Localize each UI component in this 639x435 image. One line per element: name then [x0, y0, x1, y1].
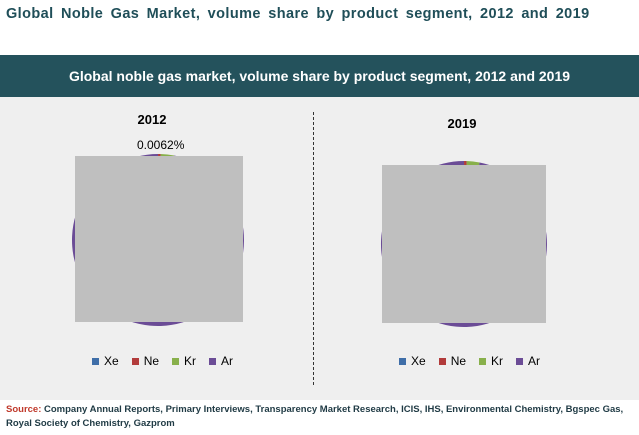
legend-item-ne: Ne	[438, 354, 467, 368]
legend-item-ar: Ar	[209, 354, 233, 368]
legend-label: Ar	[221, 354, 234, 368]
legend-2019: Xe Ne Kr Ar	[399, 354, 553, 368]
swatch-ne	[131, 357, 139, 365]
chart-banner-text: Global noble gas market, volume share by…	[68, 68, 571, 84]
swatch-xe	[92, 357, 99, 365]
legend-label: Xe	[411, 354, 426, 368]
swatch-kr	[172, 357, 180, 365]
pie-overlay-2012	[75, 156, 243, 322]
swatch-ar	[516, 357, 524, 365]
legend-label: Kr	[491, 354, 504, 368]
panel-title-2012: 2012	[137, 112, 167, 127]
legend-label: Ne	[450, 354, 467, 368]
source-note: Source: Company Annual Reports, Primary …	[6, 403, 634, 431]
legend-label: Ne	[143, 354, 160, 368]
legend-label: Ar	[528, 354, 541, 368]
swatch-xe	[399, 357, 406, 365]
legend-item-kr: Kr	[172, 354, 196, 368]
legend-item-kr: Kr	[479, 354, 503, 368]
source-label: Source:	[6, 404, 42, 415]
legend-label: Xe	[104, 354, 119, 368]
page-title: Global Noble Gas Market, volume share by…	[6, 6, 590, 22]
source-text: Company Annual Reports, Primary Intervie…	[6, 404, 624, 429]
swatch-ar	[209, 357, 217, 365]
pie-overlay-2019	[382, 165, 546, 323]
panel-title-2019: 2019	[447, 116, 477, 131]
swatch-ne	[438, 357, 446, 365]
panel-divider	[313, 112, 314, 385]
legend-item-ne: Ne	[131, 354, 160, 368]
legend-item-xe: Xe	[92, 354, 119, 368]
slice-label-xe-2012: 0.0062%	[137, 138, 185, 152]
legend-label: Kr	[184, 354, 197, 368]
swatch-kr	[479, 357, 487, 365]
legend-item-xe: Xe	[399, 354, 426, 368]
legend-2012: Xe Ne Kr Ar	[92, 354, 246, 368]
legend-item-ar: Ar	[516, 354, 540, 368]
chart-banner: Global noble gas market, volume share by…	[0, 55, 639, 97]
